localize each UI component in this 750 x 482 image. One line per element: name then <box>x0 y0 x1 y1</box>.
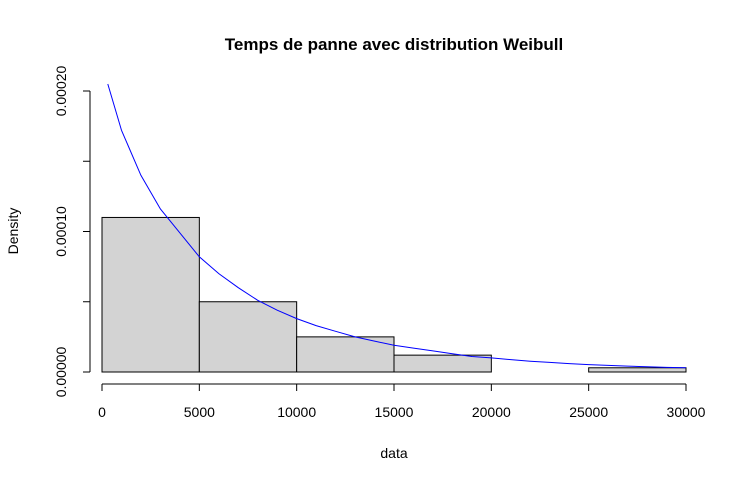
y-tick-label: 0.00010 <box>53 206 69 257</box>
x-tick-label: 25000 <box>569 404 608 420</box>
x-tick-label: 0 <box>98 404 106 420</box>
histogram-bar-4 <box>393 354 492 373</box>
bars <box>101 216 687 373</box>
x-tick-label: 15000 <box>375 404 414 420</box>
histogram-bar-2 <box>198 301 298 373</box>
y-axis: 0.00000 0.00010 0.00020 <box>53 65 91 397</box>
y-tick-label: 0.00020 <box>53 65 69 116</box>
histogram-bar-6 <box>588 367 687 373</box>
histogram-bar-3 <box>296 336 395 373</box>
density-curve-group <box>107 83 687 369</box>
y-axis-label: Density <box>5 208 21 255</box>
chart-title: Temps de panne avec distribution Weibull <box>225 35 563 54</box>
x-tick-label: 5000 <box>184 404 215 420</box>
weibull-density-curve <box>107 83 687 369</box>
x-axis: 0 5000 10000 15000 20000 25000 30000 <box>98 383 706 420</box>
x-tick-label: 20000 <box>472 404 511 420</box>
histogram-bar-1 <box>101 216 200 373</box>
x-tick-label: 30000 <box>667 404 706 420</box>
x-tick-label: 10000 <box>277 404 316 420</box>
y-tick-label: 0.00000 <box>53 346 69 397</box>
x-axis-label: data <box>380 445 407 461</box>
